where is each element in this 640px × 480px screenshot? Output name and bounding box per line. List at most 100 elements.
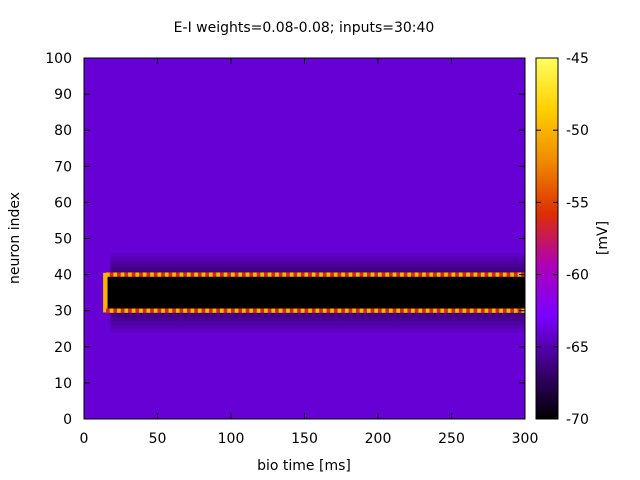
heatmap-edge-cell bbox=[359, 308, 364, 313]
heatmap-edge-cell bbox=[414, 272, 419, 277]
heatmap-edge-cell bbox=[451, 272, 456, 277]
y-tick-label: 30 bbox=[54, 304, 72, 320]
heatmap-edge-cell bbox=[370, 272, 375, 277]
heatmap-edge-cell bbox=[300, 308, 305, 313]
heatmap-edge-cell bbox=[275, 272, 280, 277]
y-axis-ticks: 0 10 20 30 40 50 60 70 80 90 100 bbox=[45, 51, 525, 428]
heatmap-edge-cell bbox=[447, 308, 452, 313]
heatmap-edge-cell bbox=[172, 272, 177, 277]
heatmap-edge-cell bbox=[330, 308, 335, 313]
x-tick-label: 50 bbox=[149, 431, 167, 447]
heatmap-edge-cell bbox=[381, 308, 386, 313]
heatmap-edge-cell bbox=[473, 308, 478, 313]
y-axis-label: neuron index bbox=[7, 192, 23, 284]
heatmap-edge-cell bbox=[319, 272, 324, 277]
heatmap-edge-cell bbox=[326, 272, 331, 277]
heatmap-edge-cell bbox=[234, 272, 239, 277]
x-axis-ticks: 0 50 100 150 200 250 300 bbox=[80, 58, 538, 447]
x-tick-label: 100 bbox=[218, 431, 245, 447]
heatmap-edge-cell bbox=[341, 272, 346, 277]
heatmap-edge-cell bbox=[477, 308, 482, 313]
heatmap-edge-cell bbox=[510, 272, 515, 277]
heatmap-edge-cell bbox=[473, 272, 478, 277]
heatmap-edge-cell bbox=[216, 272, 221, 277]
heatmap-edge-cell bbox=[422, 308, 427, 313]
heatmap-edge-cell bbox=[451, 308, 456, 313]
heatmap-edge-cell bbox=[245, 308, 250, 313]
heatmap-edge-cell bbox=[150, 272, 155, 277]
heatmap-edge-cell bbox=[120, 272, 125, 277]
heatmap-edge-cell bbox=[157, 308, 162, 313]
heatmap-edge-cell bbox=[120, 308, 125, 313]
heatmap-edge-cell bbox=[488, 308, 493, 313]
heatmap-edge-cell bbox=[117, 308, 122, 313]
heatmap-halo-cell bbox=[110, 267, 525, 271]
heatmap-edge-cell bbox=[106, 272, 111, 277]
heatmap-edge-cell bbox=[370, 308, 375, 313]
colorbar-tick-label: -45 bbox=[566, 51, 589, 67]
heatmap-edge-cell bbox=[208, 308, 213, 313]
heatmap-edge-cell bbox=[469, 308, 474, 313]
heatmap-edge-cell bbox=[304, 308, 309, 313]
heatmap-edge-cell bbox=[271, 308, 276, 313]
heatmap-edge-cell bbox=[194, 272, 199, 277]
heatmap-edge-cell bbox=[455, 308, 460, 313]
heatmap-edge-cell bbox=[495, 308, 500, 313]
heatmap-edge-cell bbox=[491, 308, 496, 313]
heatmap-edge-cell bbox=[183, 272, 188, 277]
heatmap-edge-cell bbox=[264, 272, 269, 277]
heatmap-edge-cell bbox=[124, 272, 129, 277]
heatmap-edge-cell bbox=[183, 308, 188, 313]
heatmap-edge-cell bbox=[344, 272, 349, 277]
y-tick-label: 20 bbox=[54, 340, 72, 356]
heatmap-edge-cell bbox=[429, 272, 434, 277]
heatmap-halo-cell bbox=[110, 256, 525, 261]
heatmap-edge-cell bbox=[495, 272, 500, 277]
heatmap-edge-cell bbox=[249, 272, 254, 277]
heatmap-edge-cell bbox=[253, 272, 258, 277]
heatmap-edge-cell bbox=[385, 308, 390, 313]
heatmap-edge-cell bbox=[506, 308, 511, 313]
heatmap-edge-cell bbox=[333, 272, 338, 277]
heatmap-edge-cell bbox=[374, 272, 379, 277]
colorbar-tick-label: -55 bbox=[566, 195, 589, 211]
heatmap-edge-cell bbox=[403, 272, 408, 277]
heatmap-edge-cell bbox=[201, 272, 206, 277]
heatmap-halo-cell bbox=[110, 317, 525, 322]
heatmap-edge-cell bbox=[153, 308, 158, 313]
heatmap-edge-cell bbox=[436, 272, 441, 277]
heatmap-edge-cell bbox=[433, 272, 438, 277]
heatmap-edge-cell bbox=[341, 308, 346, 313]
heatmap-edge-cell bbox=[425, 308, 430, 313]
heatmap-halo-cell bbox=[110, 260, 525, 264]
heatmap-edge-cell bbox=[142, 308, 147, 313]
heatmap-edge-cell bbox=[113, 308, 118, 313]
heatmap-edge-cell bbox=[308, 272, 313, 277]
heatmap-edge-cell bbox=[403, 308, 408, 313]
heatmap-edge-cell bbox=[330, 272, 335, 277]
heatmap-edge-cell bbox=[139, 272, 144, 277]
heatmap-edge-cell bbox=[168, 308, 173, 313]
heatmap-edge-cell bbox=[447, 272, 452, 277]
heatmap-edge-cell bbox=[510, 308, 515, 313]
heatmap-edge-cell bbox=[227, 272, 232, 277]
heatmap-band-interior bbox=[106, 274, 525, 311]
heatmap-edge-cell bbox=[411, 272, 416, 277]
heatmap-edge-cell bbox=[396, 308, 401, 313]
heatmap-edge-cell bbox=[477, 272, 482, 277]
heatmap-edge-cell bbox=[249, 308, 254, 313]
heatmap-edge-cell bbox=[245, 272, 250, 277]
heatmap-edge-cell bbox=[513, 308, 518, 313]
heatmap-edge-cell bbox=[289, 308, 294, 313]
heatmap-edge-cell bbox=[242, 308, 246, 313]
colorbar-tick-label: -70 bbox=[566, 412, 589, 428]
heatmap-edge-cell bbox=[131, 308, 136, 313]
y-tick-label: 50 bbox=[54, 232, 72, 248]
heatmap-edge-cell bbox=[366, 308, 371, 313]
heatmap-edge-cell bbox=[297, 272, 302, 277]
heatmap-edge-cell bbox=[161, 308, 166, 313]
heatmap-edge-cell bbox=[146, 272, 151, 277]
heatmap-edge-cell bbox=[378, 272, 382, 277]
heatmap-edge-cell bbox=[260, 272, 265, 277]
heatmap-halo-cell bbox=[110, 314, 525, 318]
